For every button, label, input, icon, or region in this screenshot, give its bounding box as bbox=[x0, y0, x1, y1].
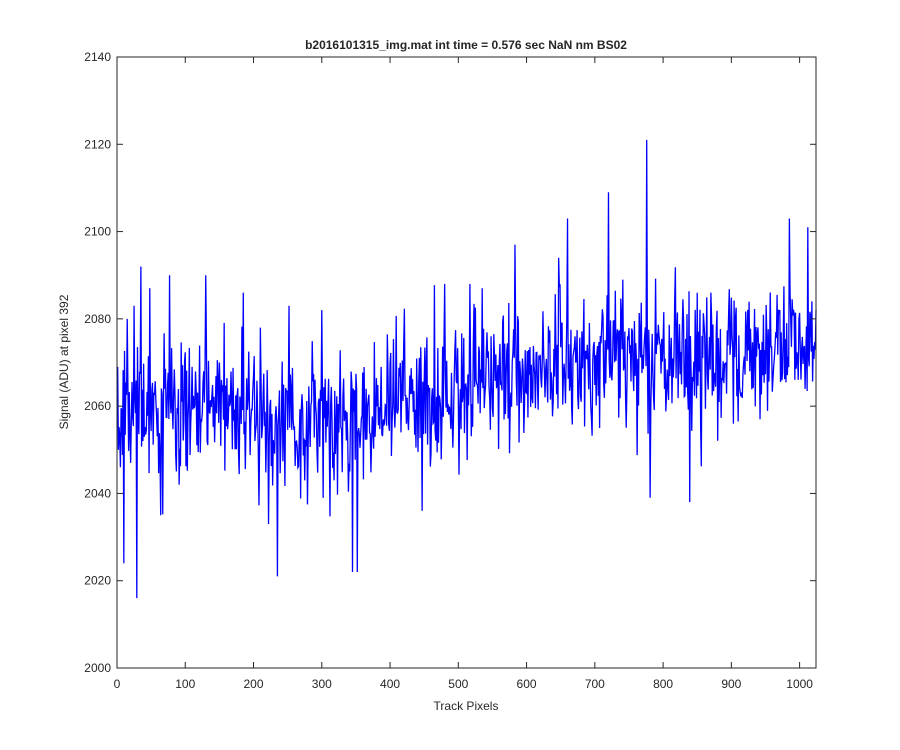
x-axis: 0 100 200 300 400 500 600 700 800 900 1000 bbox=[114, 57, 813, 691]
y-tick-label: 2060 bbox=[84, 399, 111, 413]
x-tick-label: 500 bbox=[448, 677, 468, 691]
y-tick-label: 2040 bbox=[84, 486, 111, 500]
y-tick-label: 2080 bbox=[84, 312, 111, 326]
plot-area bbox=[116, 56, 817, 669]
chart-title: b2016101315_img.mat int time = 0.576 sec… bbox=[305, 38, 627, 52]
y-tick-label: 2120 bbox=[84, 137, 111, 151]
data-series bbox=[117, 139, 817, 599]
x-tick-label: 900 bbox=[721, 677, 741, 691]
x-tick-label: 200 bbox=[244, 677, 264, 691]
x-axis-label: Track Pixels bbox=[434, 699, 499, 713]
x-tick-label: 700 bbox=[585, 677, 605, 691]
x-tick-label: 100 bbox=[175, 677, 195, 691]
y-axis: 2000 2020 2040 2060 2080 2100 2120 2140 bbox=[84, 50, 816, 675]
x-tick-label: 600 bbox=[517, 677, 537, 691]
axes-background bbox=[117, 57, 816, 668]
x-tick-label: 800 bbox=[653, 677, 673, 691]
axes-box bbox=[116, 56, 817, 669]
y-tick-label: 2000 bbox=[84, 661, 111, 675]
series-line bbox=[117, 139, 817, 599]
y-tick-label: 2140 bbox=[84, 50, 111, 64]
x-tick-label: 400 bbox=[380, 677, 400, 691]
x-tick-label: 300 bbox=[312, 677, 332, 691]
y-tick-label: 2100 bbox=[84, 225, 111, 239]
x-tick-label: 1000 bbox=[786, 677, 813, 691]
x-tick-label: 0 bbox=[114, 677, 121, 691]
y-tick-label: 2020 bbox=[84, 574, 111, 588]
y-axis-label: Signal (ADU) at pixel 392 bbox=[57, 294, 71, 429]
